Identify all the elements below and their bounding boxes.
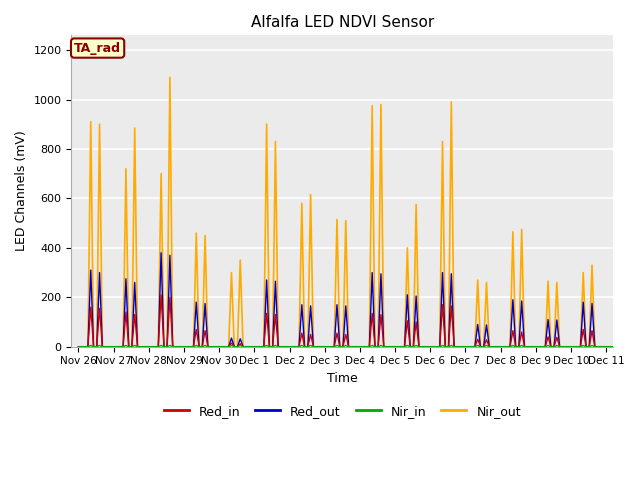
Red_in [401, 344, 408, 349]
Nir_in [518, 343, 525, 348]
Red_out [474, 322, 481, 327]
Red_out [506, 344, 514, 349]
Y-axis label: LED Channels (mV): LED Channels (mV) [15, 131, 28, 252]
Nir_out [509, 229, 516, 235]
Nir_out [518, 227, 525, 232]
Red_in [506, 344, 514, 349]
Red_in [609, 344, 617, 349]
Red_out [75, 344, 83, 349]
Red_in [474, 336, 481, 342]
Nir_out [506, 344, 514, 349]
Nir_in [486, 344, 493, 349]
Nir_in [609, 344, 617, 349]
Nir_out [474, 277, 481, 283]
Legend: Red_in, Red_out, Nir_in, Nir_out: Red_in, Red_out, Nir_in, Nir_out [159, 400, 526, 423]
Line: Nir_out: Nir_out [79, 77, 613, 347]
Red_out [509, 297, 516, 302]
Nir_out [75, 344, 83, 349]
Nir_out [166, 74, 173, 80]
Nir_in [401, 344, 408, 349]
Red_out [401, 344, 408, 349]
Red_out [609, 344, 617, 349]
Red_out [518, 298, 525, 304]
Nir_out [609, 344, 617, 349]
Nir_out [486, 344, 493, 349]
Red_in [509, 328, 516, 334]
Nir_in [474, 343, 481, 348]
Red_in [518, 329, 525, 335]
Nir_in [506, 344, 514, 349]
Line: Red_out: Red_out [79, 253, 613, 347]
X-axis label: Time: Time [327, 372, 358, 385]
Line: Red_in: Red_in [79, 295, 613, 347]
Line: Nir_in: Nir_in [79, 346, 613, 347]
Red_in [75, 344, 83, 349]
Red_out [486, 344, 493, 349]
Nir_in [87, 343, 95, 348]
Red_out [157, 250, 165, 256]
Nir_in [75, 344, 83, 349]
Red_in [157, 292, 165, 298]
Title: Alfalfa LED NDVI Sensor: Alfalfa LED NDVI Sensor [251, 15, 434, 30]
Nir_in [509, 343, 516, 348]
Text: TA_rad: TA_rad [74, 42, 121, 55]
Red_in [486, 344, 493, 349]
Nir_out [401, 344, 408, 349]
